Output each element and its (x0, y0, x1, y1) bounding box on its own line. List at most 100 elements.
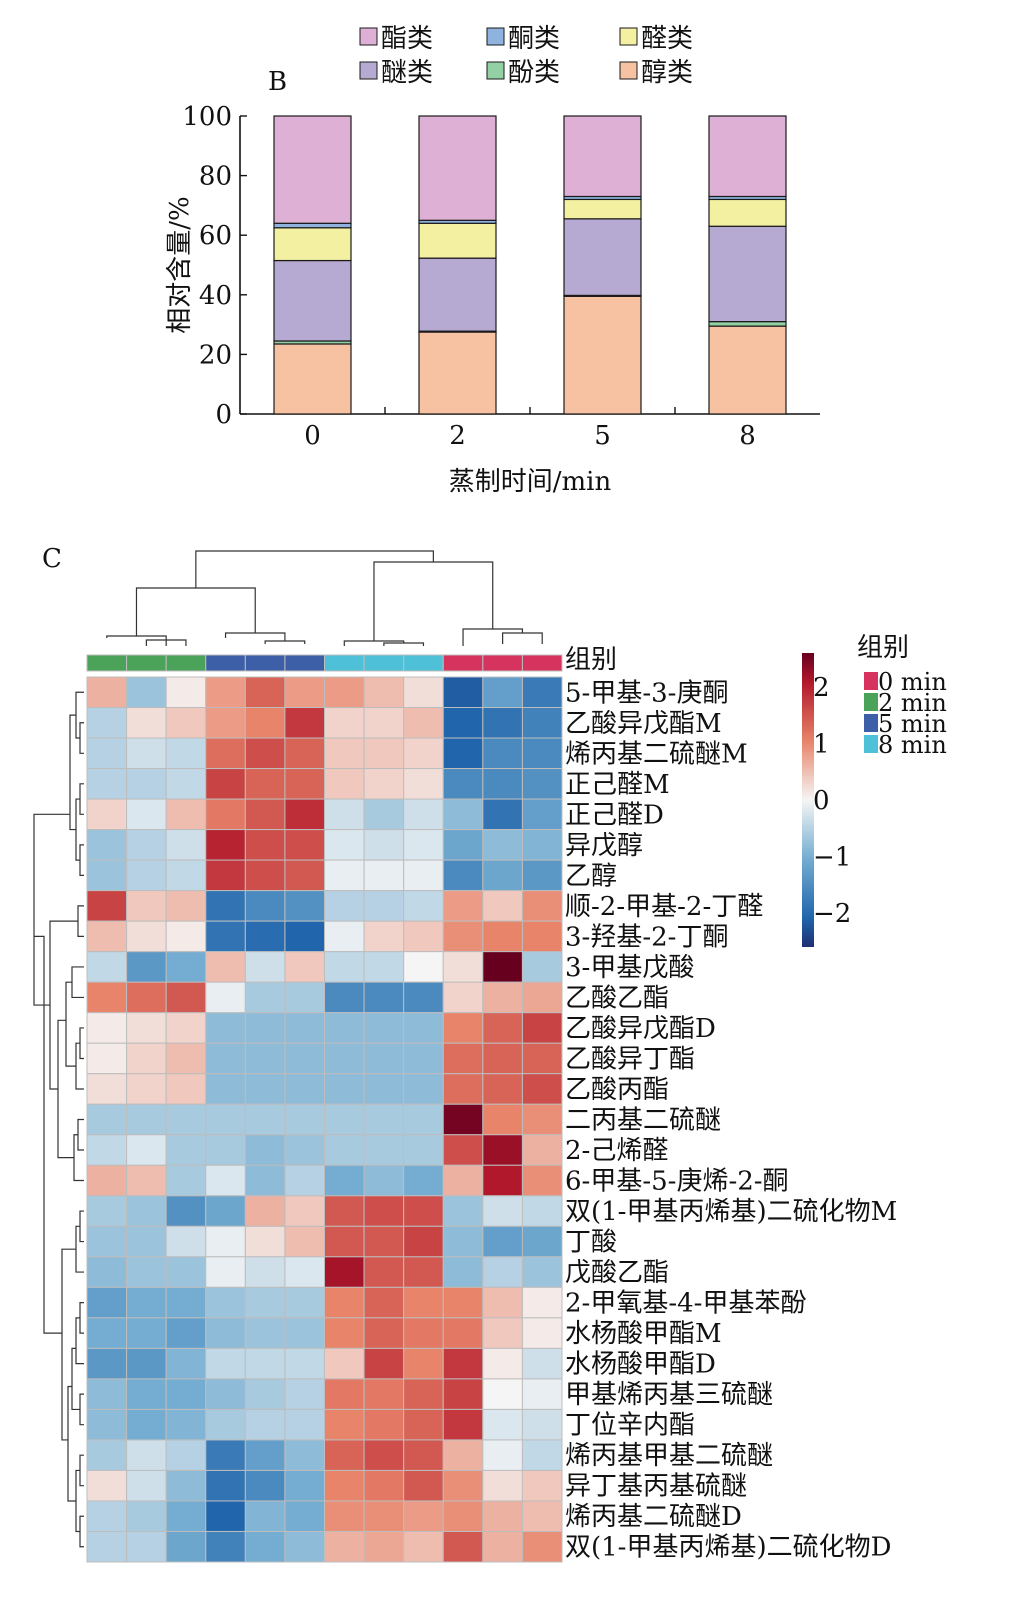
group-annotation-cell (86, 654, 128, 672)
heatmap-cell (126, 1164, 167, 1197)
heatmap-cell (521, 1408, 563, 1441)
bar-segment (563, 218, 642, 296)
heatmap-cell (126, 1347, 167, 1380)
heatmap-cell (205, 798, 246, 831)
heatmap-cell (442, 1195, 484, 1227)
heatmap-cell (442, 1347, 484, 1380)
heatmap-cell (403, 1347, 444, 1380)
bar-segment (563, 295, 642, 415)
dendrogram-link (69, 714, 76, 831)
heatmap-cell (482, 1256, 523, 1288)
heatmap-cell (482, 1500, 523, 1532)
heatmap-cell (165, 1317, 207, 1349)
row-label: 双(1-甲基丙烯基)二硫化物D (565, 1533, 891, 1563)
heatmap-cell (403, 1378, 444, 1410)
heatmap-cell (324, 1195, 365, 1227)
panel-b-label: B (268, 67, 287, 97)
heatmap-cell (482, 768, 523, 800)
heatmap-cell (205, 1286, 246, 1319)
heatmap-cell (165, 1469, 207, 1502)
heatmap-cell (126, 1134, 167, 1166)
heatmap-cell (205, 1408, 246, 1441)
heatmap-cell (442, 1012, 484, 1044)
legend-swatch (486, 27, 505, 46)
heatmap-cell (521, 1317, 563, 1349)
heatmap-cell (284, 1195, 325, 1227)
heatmap-cell (324, 676, 365, 709)
group-annotation-cell (244, 654, 286, 672)
group-annotation-cell (521, 654, 563, 672)
heatmap-cell (324, 859, 365, 892)
heatmap-cell (126, 1225, 167, 1258)
heatmap-cell (284, 1225, 325, 1258)
row-label: 水杨酸甲酯M (565, 1319, 722, 1349)
dendrogram-link (77, 905, 84, 937)
heatmap-cell (403, 1225, 444, 1258)
heatmap-cell (403, 1164, 444, 1197)
heatmap-cell (86, 707, 128, 739)
heatmap-cell (363, 737, 405, 770)
heatmap-cell (126, 1439, 167, 1471)
row-label: 乙酸异戊酯M (565, 709, 722, 739)
heatmap-cell (324, 1103, 365, 1136)
heatmap-cell (442, 859, 484, 892)
y-tick-label: 60 (199, 221, 232, 251)
row-label: 乙酸乙酯 (565, 983, 669, 1013)
heatmap-cell (363, 1195, 405, 1227)
heatmap-cell (363, 1134, 405, 1166)
heatmap-cell (244, 1195, 286, 1227)
heatmap-cell (482, 1530, 523, 1563)
heatmap-cell (442, 1134, 484, 1166)
heatmap-cell (324, 1134, 365, 1166)
heatmap-cell (165, 707, 207, 739)
heatmap-cell (244, 1256, 286, 1288)
column-dendrogram (106, 550, 543, 646)
heatmap-cell (205, 1012, 246, 1044)
heatmap-cell (363, 1164, 405, 1197)
legend-label: 醇类 (641, 58, 693, 88)
row-label: 6-甲基-5-庚烯-2-酮 (565, 1167, 789, 1197)
heatmap-cell (442, 1317, 484, 1349)
heatmap-cell (324, 1164, 365, 1197)
heatmap-cell (126, 951, 167, 983)
heatmap-cell (363, 798, 405, 831)
heatmap-cell (482, 1103, 523, 1136)
bar-segment (418, 222, 497, 259)
heatmap-cell (521, 676, 563, 709)
dendrogram-link (79, 1302, 84, 1334)
heatmap-cell (126, 981, 167, 1014)
heatmap-cell (442, 1469, 484, 1502)
heatmap-cell (205, 1317, 246, 1349)
heatmap-cell (244, 1286, 286, 1319)
heatmap-cell (442, 1530, 484, 1563)
heatmap-cell (363, 1408, 405, 1441)
heatmap-cell (363, 1500, 405, 1532)
heatmap-cell (403, 1530, 444, 1563)
heatmap-cell (165, 951, 207, 983)
heatmap-cell (126, 1408, 167, 1441)
heatmap-cell (324, 1469, 365, 1502)
heatmap-cell (482, 1469, 523, 1502)
colorbar-tick-label: 1 (813, 729, 830, 759)
heatmap-cell (324, 1012, 365, 1044)
dendrogram-link (73, 1134, 84, 1182)
heatmap-cell (442, 981, 484, 1014)
heatmap-cell (521, 1378, 563, 1410)
heatmap-cell (86, 1469, 128, 1502)
bar-segment (273, 227, 352, 262)
heatmap-cells (86, 676, 563, 1563)
panel-c-label: C (42, 544, 62, 574)
heatmap-cell (126, 707, 167, 739)
dendrogram-link (65, 981, 76, 1067)
heatmap-cell (284, 1378, 325, 1410)
heatmap-cell (284, 1500, 325, 1532)
heatmap-cell (442, 1500, 484, 1532)
heatmap-cell (165, 829, 207, 861)
heatmap-cell (324, 951, 365, 983)
heatmap-cell (363, 1103, 405, 1136)
x-tick-label: 0 (304, 421, 321, 451)
dendrogram-link (264, 640, 306, 644)
heatmap-cell (521, 737, 563, 770)
heatmap-cell (363, 1225, 405, 1258)
